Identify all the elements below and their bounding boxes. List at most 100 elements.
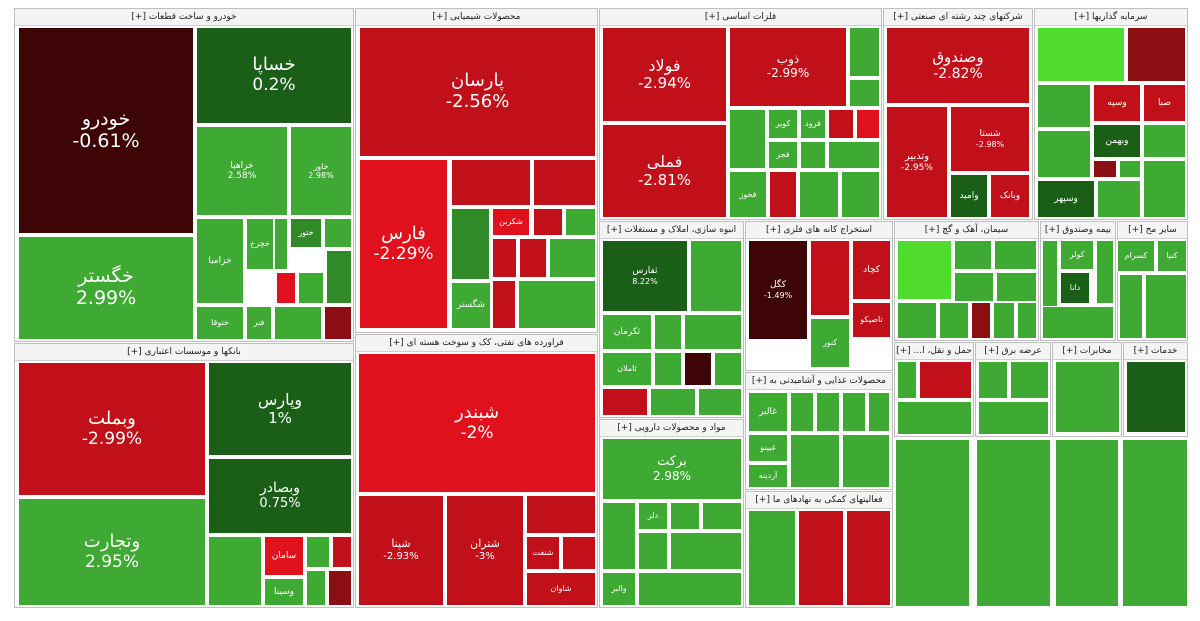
treemap-tile[interactable] — [1096, 240, 1114, 304]
tile-vasehor[interactable]: وسپهر — [1037, 180, 1095, 218]
treemap-tile[interactable] — [841, 171, 880, 218]
treemap-tile[interactable] — [971, 302, 991, 339]
treemap-tile[interactable] — [1055, 361, 1120, 433]
treemap-tile[interactable] — [1037, 84, 1091, 128]
treemap-tile[interactable] — [828, 109, 854, 139]
sector-title[interactable]: مواد و محصولات دارویی [+] — [600, 420, 743, 437]
treemap-tile[interactable] — [638, 532, 668, 570]
tile-shabandar[interactable]: شبندر -2% — [358, 353, 596, 493]
sector-title[interactable]: شرکتهای چند رشته ای صنعتی [+] — [884, 9, 1032, 26]
tile-dalber[interactable]: والبر — [602, 572, 636, 606]
tile-shepna[interactable]: شپنا -2.93% — [358, 495, 444, 606]
treemap-tile[interactable] — [684, 314, 742, 350]
treemap-tile[interactable] — [897, 302, 937, 339]
treemap-tile[interactable] — [518, 280, 596, 329]
treemap-tile[interactable] — [451, 208, 490, 280]
treemap-tile[interactable] — [799, 171, 839, 218]
treemap-tile[interactable] — [1010, 361, 1049, 399]
treemap-tile[interactable] — [451, 159, 531, 206]
tile-kavir[interactable]: کویر — [768, 109, 798, 139]
treemap-tile[interactable] — [800, 141, 826, 169]
treemap-tile[interactable] — [939, 302, 969, 339]
treemap-tile[interactable] — [895, 439, 970, 607]
tile-fars[interactable]: فارس -2.29% — [359, 159, 448, 329]
treemap-tile[interactable] — [638, 572, 742, 606]
tile-parsan[interactable]: پارسان -2.56% — [359, 27, 596, 157]
sector-title[interactable]: انبوه سازی، املاک و مستغلات [+] — [600, 222, 743, 239]
treemap-tile[interactable] — [602, 388, 648, 416]
treemap-tile[interactable] — [1119, 274, 1143, 339]
treemap-tile[interactable] — [1055, 439, 1119, 607]
sector-title[interactable]: فلزات اساسی [+] — [600, 9, 881, 26]
sector-title[interactable]: سیمان، آهک و گچ [+] — [895, 222, 1038, 239]
sector-title[interactable]: استخراج کانه های فلزی [+] — [746, 222, 892, 239]
tile-shekarbon[interactable]: شکربن — [492, 208, 530, 236]
treemap-tile[interactable] — [698, 388, 742, 416]
treemap-tile[interactable] — [978, 361, 1008, 399]
sector-title[interactable]: بانکها و موسسات اعتباری [+] — [15, 344, 353, 361]
tile-khazar[interactable]: خاور 2.98% — [290, 126, 352, 216]
treemap-tile[interactable] — [868, 392, 890, 432]
tile-shegostar[interactable]: شگستر — [451, 282, 491, 329]
treemap-tile[interactable] — [526, 495, 596, 534]
treemap-tile[interactable] — [562, 536, 596, 570]
treemap-tile[interactable] — [842, 434, 890, 488]
treemap-tile[interactable] — [978, 401, 1049, 435]
tile-khtoogha[interactable]: ختوقا — [196, 306, 244, 340]
treemap-tile[interactable] — [846, 510, 891, 606]
tile-saman[interactable]: سامان — [264, 536, 304, 576]
sector-title[interactable]: فراورده های نفتی، کک و سوخت هسته ای [+] — [356, 335, 597, 352]
treemap-tile[interactable] — [492, 238, 517, 278]
tile-thafars[interactable]: ثفارس 8.22% — [602, 240, 688, 312]
treemap-tile[interactable] — [519, 238, 547, 278]
treemap-tile[interactable] — [602, 502, 636, 570]
treemap-tile[interactable] — [654, 352, 682, 386]
treemap-tile[interactable] — [533, 159, 596, 206]
tile-foolad[interactable]: فولاد -2.94% — [602, 27, 727, 122]
tile-zob[interactable]: ذوب -2.99% — [729, 27, 847, 107]
treemap-tile[interactable] — [306, 536, 330, 568]
tile-vatejarat[interactable]: وتجارت 2.95% — [18, 498, 206, 606]
treemap-tile[interactable] — [670, 532, 742, 570]
tile-shetran[interactable]: شتران -3% — [446, 495, 524, 606]
tile-khesapa[interactable]: خساپا 0.2% — [196, 27, 352, 124]
treemap-tile[interactable] — [1122, 439, 1188, 607]
tile-shasta[interactable]: شستا -2.98% — [950, 106, 1030, 172]
treemap-tile[interactable] — [714, 352, 742, 386]
treemap-tile[interactable] — [1145, 274, 1187, 339]
tile-shenaft[interactable]: شنفت — [526, 536, 560, 570]
tile-koolr[interactable]: کولر — [1060, 240, 1094, 270]
sector-title[interactable]: مخابرات [+] — [1053, 343, 1121, 360]
treemap-tile[interactable] — [326, 250, 352, 304]
treemap-tile[interactable] — [1143, 160, 1186, 218]
tile-vamaid[interactable]: وامید — [950, 174, 988, 218]
tile-ghabino[interactable]: غبینو — [748, 434, 788, 462]
sector-title[interactable]: حمل و نقل، ا... [+] — [895, 343, 973, 360]
tile-vabmelat[interactable]: وبملت -2.99% — [18, 362, 206, 496]
tile-saba[interactable]: صبا — [1143, 84, 1186, 122]
treemap-tile[interactable] — [1126, 361, 1186, 433]
sector-title[interactable]: محصولات شیمیایی [+] — [356, 9, 597, 26]
treemap-tile[interactable] — [828, 141, 880, 169]
sector-title[interactable]: عرضه برق [+] — [976, 343, 1050, 360]
treemap-tile[interactable] — [769, 171, 797, 218]
treemap-tile[interactable] — [1093, 160, 1117, 178]
sector-title[interactable]: بیمه وصندوق [+] — [1041, 222, 1115, 239]
treemap-tile[interactable] — [856, 109, 880, 139]
treemap-tile[interactable] — [332, 536, 352, 568]
tile-khtoor[interactable]: ختور — [290, 218, 322, 248]
tile-forood[interactable]: فرود — [800, 109, 826, 139]
treemap-tile[interactable] — [897, 361, 917, 399]
treemap-tile[interactable] — [533, 208, 563, 236]
treemap-tile[interactable] — [954, 240, 992, 270]
tile-barakat[interactable]: برکت 2.98% — [602, 438, 742, 500]
treemap-tile[interactable] — [816, 392, 840, 432]
sector-title[interactable]: خودرو و ساخت قطعات [+] — [15, 9, 353, 26]
tile-vabsader[interactable]: وبصادر 0.75% — [208, 458, 352, 534]
tile-khodro[interactable]: خودرو -0.61% — [18, 27, 194, 234]
tile-fanar[interactable]: فنر — [246, 306, 272, 340]
tile-ghaler[interactable]: غالبر — [748, 392, 788, 432]
treemap-tile[interactable] — [702, 502, 742, 530]
tile-fekhooz[interactable]: فخوز — [729, 171, 767, 218]
tile-kechad[interactable]: کچاد — [852, 240, 891, 300]
